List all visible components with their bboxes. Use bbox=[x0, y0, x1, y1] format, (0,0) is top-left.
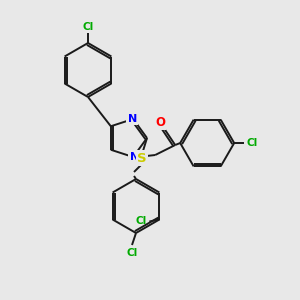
Text: N: N bbox=[128, 114, 137, 124]
Text: Cl: Cl bbox=[82, 22, 94, 32]
Text: Cl: Cl bbox=[126, 248, 138, 258]
Text: Cl: Cl bbox=[136, 217, 147, 226]
Text: O: O bbox=[155, 116, 165, 128]
Text: S: S bbox=[137, 152, 147, 164]
Text: Cl: Cl bbox=[247, 138, 258, 148]
Text: N: N bbox=[130, 152, 139, 162]
